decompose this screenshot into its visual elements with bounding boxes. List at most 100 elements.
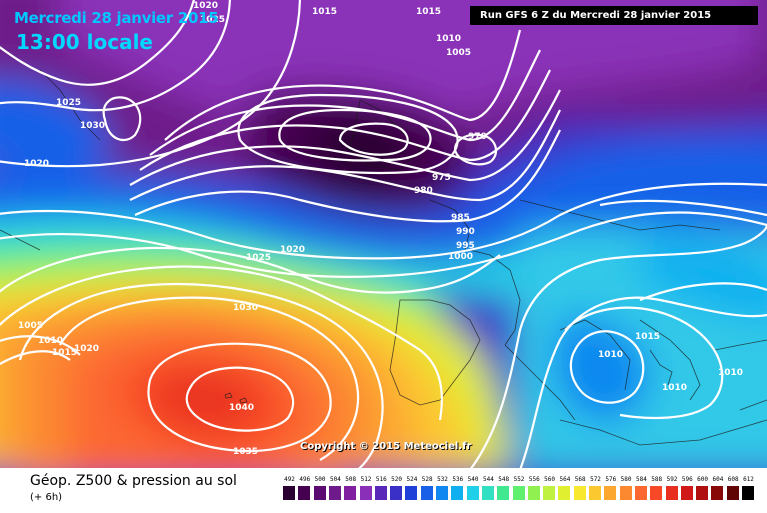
isobar-label: 1030 [80,121,105,131]
isobar-label: 1025 [200,15,225,25]
geopotential-field [0,0,767,468]
legend-tick-label: 496 [299,476,311,483]
isobar-label: 1015 [416,7,441,17]
legend-swatch [481,486,494,500]
isobar-label: 1015 [312,7,337,17]
isobar-label: 1030 [233,303,258,313]
isobar-lines [0,0,767,468]
isobar-label: 970 [468,132,487,142]
legend-swatch [298,486,311,500]
run-info: Run GFS 6 Z du Mercredi 28 janvier 2015 [470,6,758,25]
legend-swatch [650,486,663,500]
map-date: Mercredi 28 janvier 2015 [14,9,219,27]
legend-tick-label: 552 [513,476,525,483]
legend-swatch [558,486,571,500]
legend-tick-label: 536 [452,476,464,483]
isobar-label: 1000 [448,252,473,262]
map-footer: Géop. Z500 & pression au sol (+ 6h) 492 4… [0,468,767,513]
isobar-label: 1020 [193,1,218,11]
isobar-label: 1040 [229,403,254,413]
legend-swatch [420,486,433,500]
legend-swatch [589,486,601,500]
legend-tick-label: 540 [467,476,479,483]
legend-tick-label: 500 [314,476,326,483]
legend-tick-label: 592 [666,476,678,483]
legend-swatch [283,486,295,500]
isobar-label: 1015 [52,348,77,358]
legend-tick-label: 576 [605,476,617,483]
legend-tick-label: 504 [329,476,341,483]
legend-swatch [604,486,617,500]
legend-swatch [619,486,632,500]
legend-swatch [451,486,464,500]
legend-tick-label: 608 [727,476,739,483]
isobar-label: 1035 [233,447,258,457]
copyright-notice: Copyright © 2015 Meteociel.fr [300,441,472,452]
legend-tick-label: 548 [498,476,510,483]
isobar-labels: 1020 1025 1015 1015 1010 1005 1025 1030 … [18,1,743,457]
legend-swatch [711,486,724,500]
isobar-label: 1020 [74,344,99,354]
isobar-label: 1010 [662,383,687,393]
map-title: Géop. Z500 & pression au sol [30,473,237,489]
legend-tick-label: 544 [482,476,494,483]
legend-swatch [436,486,448,500]
legend-tick-label: 528 [421,476,433,483]
forecast-offset: (+ 6h) [30,492,63,503]
legend-swatch [726,486,739,500]
legend-tick-label: 516 [375,476,387,483]
isobar-label: 975 [432,173,451,183]
legend-tick-label: 572 [590,476,601,483]
legend-swatch [497,486,510,500]
isobar-label: 1020 [24,159,49,169]
map-canvas: 1020 1025 1015 1015 1010 1005 1025 1030 … [0,0,767,468]
legend-swatch [512,486,525,500]
legend-tick-label: 596 [681,476,693,483]
legend-swatch [328,486,341,500]
legend-swatch [466,486,479,500]
isobar-label: 1025 [56,98,81,108]
map-time: 13:00 locale [16,30,153,54]
legend-tick-label: 524 [406,476,418,483]
legend-swatch [634,486,647,500]
weather-map: 1020 1025 1015 1015 1010 1005 1025 1030 … [0,0,767,468]
legend-swatch [742,486,754,500]
legend-swatch [374,486,387,500]
legend-tick-label: 580 [620,476,632,483]
isobar-label: 1020 [280,245,305,255]
isobar-label: 1025 [246,253,271,263]
isobar-label: 1010 [598,350,623,360]
isobar-label: 985 [451,213,470,223]
legend-swatch [405,486,418,500]
legend-swatch [344,486,357,500]
legend-tick-label: 520 [391,476,403,483]
legend-tick-label: 604 [712,476,724,483]
legend-swatch [359,486,372,500]
legend-swatch [696,486,709,500]
legend-tick-label: 492 [284,476,295,483]
legend-tick-label: 556 [528,476,540,483]
legend-tick-label: 532 [437,476,448,483]
isobar-label: 980 [414,186,433,196]
legend-tick-label: 564 [559,476,571,483]
legend-tick-label: 560 [544,476,556,483]
legend-swatch [680,486,693,500]
legend-swatch [543,486,556,500]
legend-tick-label: 600 [697,476,709,483]
legend-swatch [573,486,586,500]
legend-swatch [313,486,326,500]
isobar-label: 1010 [436,34,461,44]
isobar-label: 1015 [635,332,660,342]
legend-tick-label: 508 [345,476,357,483]
legend-tick-label: 584 [635,476,647,483]
legend-tick-label: 568 [574,476,586,483]
isobar-label: 995 [456,241,475,251]
isobar-label: 1005 [446,48,471,58]
isobar-label: 1005 [18,321,43,331]
legend-swatch [390,486,403,500]
legend-swatch [665,486,678,500]
legend-swatch [527,486,540,500]
legend-tick-label: 612 [743,476,754,483]
isobar-label: 1010 [718,368,743,378]
isobar-label: 1010 [38,336,63,346]
